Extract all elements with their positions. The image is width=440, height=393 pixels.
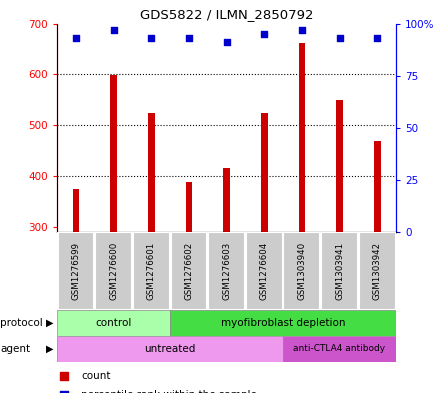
Point [336, 35, 343, 41]
Bar [171, 232, 207, 310]
Bar [58, 232, 95, 310]
Bar [298, 43, 305, 232]
Bar [170, 310, 396, 336]
Bar [374, 141, 381, 232]
Text: count: count [81, 371, 110, 382]
Point [148, 35, 155, 41]
Bar [283, 336, 396, 362]
Point [374, 35, 381, 41]
Text: anti-CTLA4 antibody: anti-CTLA4 antibody [293, 344, 385, 353]
Text: control: control [95, 318, 132, 328]
Bar [208, 232, 245, 310]
Point [298, 27, 305, 33]
Text: GSM1276602: GSM1276602 [184, 242, 194, 300]
Bar [110, 75, 117, 232]
Bar [186, 182, 192, 232]
Point [223, 39, 230, 46]
Text: GSM1303940: GSM1303940 [297, 242, 306, 300]
Text: GSM1276599: GSM1276599 [72, 242, 81, 300]
Bar [57, 336, 283, 362]
Text: ▶: ▶ [46, 344, 54, 354]
Text: ▶: ▶ [46, 318, 54, 328]
Bar [321, 232, 358, 310]
Bar [57, 310, 170, 336]
Bar [283, 232, 320, 310]
Text: percentile rank within the sample: percentile rank within the sample [81, 390, 257, 393]
Text: GSM1276604: GSM1276604 [260, 242, 269, 300]
Bar [133, 232, 170, 310]
Bar [73, 189, 79, 232]
Text: GSM1303941: GSM1303941 [335, 242, 344, 300]
Bar [261, 113, 268, 232]
Bar [359, 232, 396, 310]
Title: GDS5822 / ILMN_2850792: GDS5822 / ILMN_2850792 [140, 8, 313, 21]
Bar [148, 113, 155, 232]
Point [60, 373, 67, 380]
Text: GSM1276600: GSM1276600 [109, 242, 118, 300]
Text: myofibroblast depletion: myofibroblast depletion [221, 318, 345, 328]
Text: agent: agent [0, 344, 30, 354]
Bar [246, 232, 282, 310]
Point [60, 392, 67, 393]
Text: protocol: protocol [0, 318, 43, 328]
Text: GSM1303942: GSM1303942 [373, 242, 381, 300]
Point [110, 27, 117, 33]
Point [185, 35, 192, 41]
Text: GSM1276603: GSM1276603 [222, 242, 231, 300]
Point [261, 31, 268, 37]
Bar [95, 232, 132, 310]
Text: untreated: untreated [144, 344, 196, 354]
Text: GSM1276601: GSM1276601 [147, 242, 156, 300]
Bar [223, 168, 230, 232]
Bar [336, 100, 343, 232]
Point [73, 35, 80, 41]
